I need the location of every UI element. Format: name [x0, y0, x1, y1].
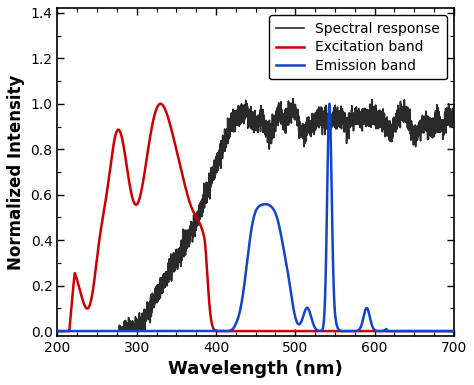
- Excitation band: [312, 329, 318, 333]
- Spectral response: [381, 113, 386, 118]
- Emission band: [451, 329, 457, 333]
- Spectral response: [451, 119, 457, 124]
- Emission band: [292, 315, 298, 319]
- Emission band: [206, 329, 212, 333]
- Line: Excitation band: Excitation band: [57, 104, 454, 331]
- Spectral response: [127, 329, 132, 333]
- Emission band: [381, 328, 386, 333]
- Line: Spectral response: Spectral response: [57, 99, 454, 331]
- Emission band: [55, 329, 60, 333]
- Emission band: [312, 326, 318, 330]
- Spectral response: [292, 110, 298, 114]
- Excitation band: [350, 329, 356, 333]
- Line: Emission band: Emission band: [57, 104, 454, 331]
- Spectral response: [206, 193, 212, 198]
- Emission band: [350, 329, 356, 333]
- Legend: Spectral response, Excitation band, Emission band: Spectral response, Excitation band, Emis…: [269, 15, 447, 79]
- X-axis label: Wavelength (nm): Wavelength (nm): [168, 360, 343, 378]
- Excitation band: [55, 329, 60, 333]
- Excitation band: [158, 102, 164, 106]
- Excitation band: [451, 329, 457, 333]
- Excitation band: [292, 329, 298, 333]
- Excitation band: [206, 297, 212, 301]
- Emission band: [327, 102, 332, 106]
- Emission band: [127, 329, 132, 333]
- Spectral response: [350, 117, 356, 122]
- Spectral response: [312, 118, 318, 122]
- Y-axis label: Normalized Intensity: Normalized Intensity: [7, 74, 25, 270]
- Excitation band: [381, 329, 386, 333]
- Excitation band: [127, 181, 132, 186]
- Spectral response: [55, 329, 60, 333]
- Spectral response: [290, 96, 296, 101]
